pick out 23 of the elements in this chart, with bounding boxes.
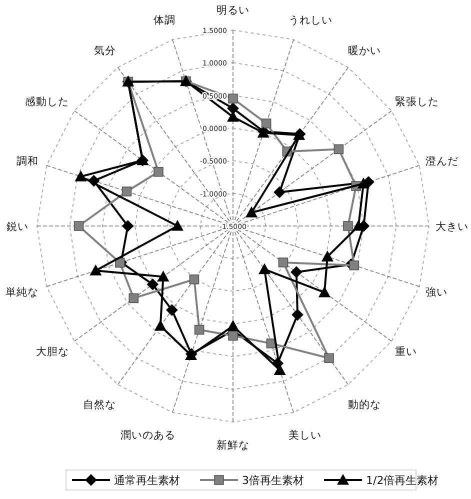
spoke-label: 調和	[16, 154, 39, 168]
spoke-label: 明るい	[216, 4, 250, 16]
spoke-label: 緊張した	[395, 96, 440, 108]
spoke-label: 単純な	[6, 286, 39, 299]
spoke-label: 潤いのある	[120, 429, 176, 442]
spoke-label: 暖かい	[348, 44, 381, 57]
spoke-label: 体調	[153, 14, 176, 27]
spoke-label: 気分	[94, 44, 116, 57]
spoke-label: 大胆な	[36, 345, 69, 358]
spoke-label: うれしい	[288, 14, 333, 27]
spoke-label: 新鮮な	[216, 438, 250, 452]
legend-label: 3倍再生素材	[242, 474, 304, 487]
spoke-label: 美しい	[288, 428, 322, 442]
spoke-label: 動的な	[348, 399, 381, 412]
spoke-label: 重い	[395, 345, 418, 358]
legend-label: 1/2倍再生素材	[366, 474, 439, 487]
spoke-label: 自然な	[83, 399, 116, 412]
spoke-label: 澄んだ	[425, 155, 458, 168]
spoke-label: 強い	[425, 286, 448, 299]
legend-label: 通常再生素材	[114, 474, 180, 487]
spoke-label: 感動した	[24, 95, 69, 108]
spoke-label: 鋭い	[6, 221, 28, 233]
spoke-label: 大きい	[436, 220, 469, 233]
